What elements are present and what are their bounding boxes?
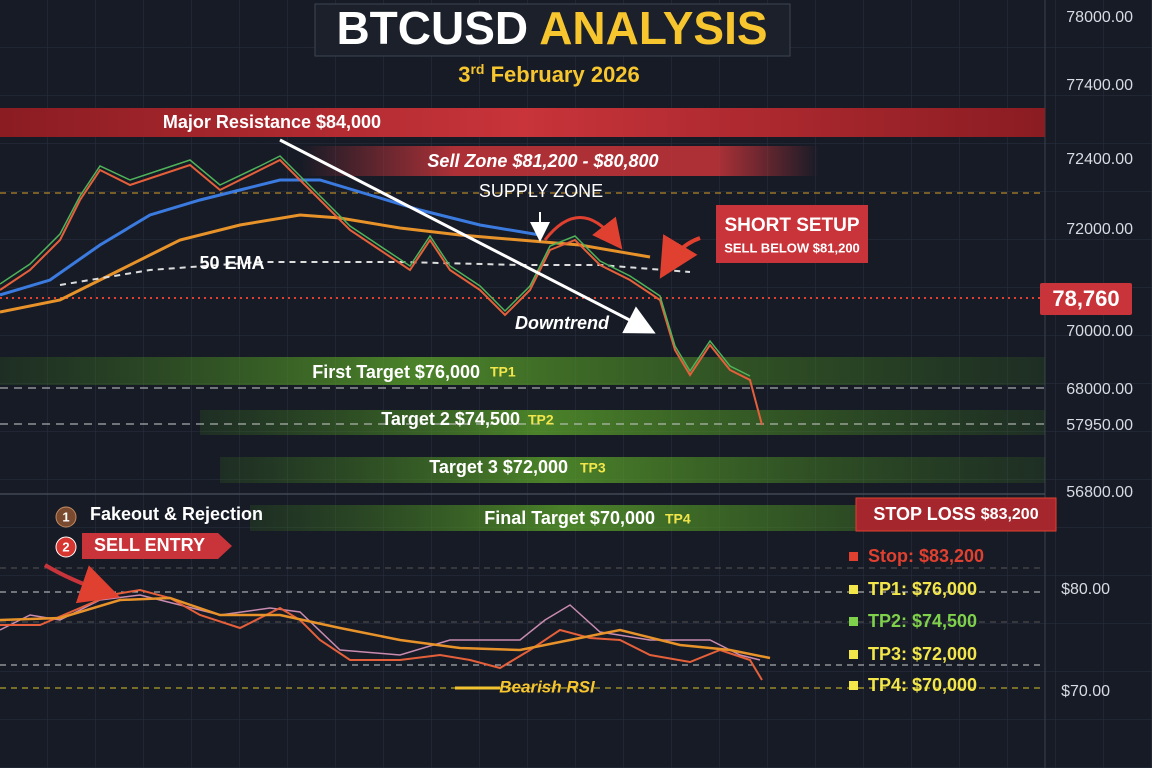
legend-item: TP3: $72,000 xyxy=(868,644,977,664)
legend-item: TP2: $74,500 xyxy=(868,611,977,631)
legend-swatch xyxy=(849,552,858,561)
rsi-tick-label: $70.00 xyxy=(1061,683,1110,700)
date-day: 3 xyxy=(458,62,470,87)
legend-swatch xyxy=(849,585,858,594)
tp3-band xyxy=(220,457,1045,483)
step-number: 2 xyxy=(62,539,69,554)
stop-loss: STOP LOSS $83,200 xyxy=(873,504,1038,524)
target-label: Target 3 $72,000 xyxy=(429,457,568,477)
legend-swatch xyxy=(849,681,858,690)
rsi-tick-label: $80.00 xyxy=(1061,581,1110,598)
stop-loss-label: STOP LOSS xyxy=(873,504,975,524)
supply-zone: SUPPLY ZONE xyxy=(479,181,603,201)
tp1-band xyxy=(0,357,1045,385)
price-path xyxy=(0,158,763,426)
short-setup-box xyxy=(716,205,868,263)
target-tag: TP3 xyxy=(580,460,606,476)
legend-item: Stop: $83,200 xyxy=(868,546,984,566)
downtrend-arrow xyxy=(279,138,656,334)
y-tick-label: 72000.00 xyxy=(1066,221,1133,238)
title-accent: ANALYSIS xyxy=(539,2,767,54)
price-path-alt xyxy=(0,155,751,377)
y-tick-label: 78000.00 xyxy=(1066,9,1133,26)
stop-loss-box xyxy=(855,497,1057,532)
legend-swatch xyxy=(849,650,858,659)
setup-arrow xyxy=(659,234,701,279)
y-tick-label: 57950.00 xyxy=(1066,417,1133,434)
y-tick-label: 68000.00 xyxy=(1066,381,1133,398)
current-price-box xyxy=(1040,283,1132,315)
target-label: First Target $76,000 xyxy=(312,362,480,382)
stop-loss-value: $83,200 xyxy=(981,506,1039,523)
title-box xyxy=(314,3,791,57)
target-tag: TP1 xyxy=(490,364,516,380)
date: 3rd February 2026 xyxy=(458,61,640,87)
ema-blue xyxy=(0,178,541,297)
step-badge xyxy=(55,506,77,528)
y-tick-label: 72400.00 xyxy=(1066,151,1133,168)
step-number: 1 xyxy=(62,509,69,524)
y-tick-label: 70000.00 xyxy=(1066,323,1133,340)
downtrend-label: Downtrend xyxy=(515,313,610,333)
ema-label: 50 EMA xyxy=(199,253,264,273)
y-tick-label: 77400.00 xyxy=(1066,77,1133,94)
step-badge xyxy=(55,536,77,558)
y-tick-label: 56800.00 xyxy=(1066,484,1133,501)
step-text: Fakeout & Rejection xyxy=(90,504,263,524)
tp2-band xyxy=(200,410,1045,435)
rsi-price xyxy=(0,588,763,681)
date-suffix: rd xyxy=(470,61,484,77)
resistance-band xyxy=(0,108,1045,137)
sell-entry-banner xyxy=(82,533,232,559)
current-price: 78,760 xyxy=(1052,286,1119,311)
step-text: SELL ENTRY xyxy=(94,535,205,555)
bearish-rsi: Bearish RSI xyxy=(499,677,596,696)
title-main: BTCUSD xyxy=(336,2,528,54)
short-setup-title: SHORT SETUP xyxy=(724,215,859,236)
title: BTCUSD ANALYSIS xyxy=(336,2,767,54)
legend-swatch xyxy=(849,617,858,626)
rsi-ema xyxy=(0,596,771,660)
major-resistance: Major Resistance $84,000 xyxy=(163,112,381,132)
target-tag: TP2 xyxy=(528,412,554,428)
legend-item: TP4: $70,000 xyxy=(868,675,977,695)
entry-pointer xyxy=(43,563,121,604)
sell-zone-band xyxy=(300,146,820,176)
date-rest: February 2026 xyxy=(491,62,640,87)
target-label: Target 2 $74,500 xyxy=(381,409,520,429)
target-label: Final Target $70,000 xyxy=(484,508,655,528)
sell-zone: Sell Zone $81,200 - $80,800 xyxy=(427,151,658,171)
legend-item: TP1: $76,000 xyxy=(868,579,977,599)
rejection-arc xyxy=(543,216,623,250)
target-tag: TP4 xyxy=(665,511,691,527)
short-setup-note: SELL BELOW $81,200 xyxy=(724,240,860,255)
